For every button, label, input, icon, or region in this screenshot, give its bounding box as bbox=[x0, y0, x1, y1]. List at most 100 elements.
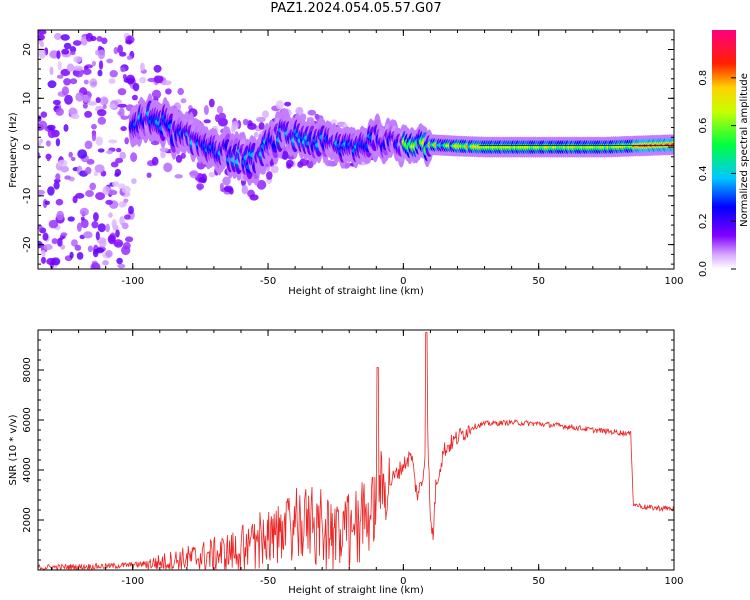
spectrogram-noise-blob bbox=[270, 165, 279, 174]
snr-background bbox=[38, 330, 674, 570]
spectrogram-noise-blob bbox=[165, 88, 172, 95]
spectrogram-noise-blob bbox=[38, 142, 42, 147]
spectrogram-noise-blob bbox=[53, 181, 60, 190]
spectrogram-noise-blob bbox=[75, 192, 85, 199]
spectrogram-noise-blob bbox=[113, 47, 119, 55]
spectrogram-noise-blob bbox=[130, 152, 138, 163]
spectrogram-noise-blob bbox=[84, 166, 92, 175]
spectrogram-noise-blob bbox=[180, 98, 187, 104]
spectrogram-noise-blob bbox=[266, 171, 273, 180]
spectrogram-noise-blob bbox=[108, 78, 116, 84]
spectrogram-noise-blob bbox=[49, 66, 54, 76]
spectrogram-noise-blob bbox=[196, 183, 205, 190]
spectrogram-noise-blob bbox=[126, 55, 133, 60]
spectrogram-x-label: Height of straight line (km) bbox=[288, 286, 424, 297]
spectrogram-noise-blob bbox=[208, 98, 215, 108]
spectrogram-noise-blob bbox=[120, 67, 126, 73]
spectrogram-noise-blob bbox=[98, 60, 104, 70]
spectrogram-noise-blob bbox=[105, 250, 113, 258]
spectrogram-noise-blob bbox=[99, 96, 109, 106]
spectrogram-noise-blob bbox=[127, 78, 135, 84]
spectrogram-y-label: Frequency (Hz) bbox=[8, 112, 19, 188]
spectrogram-noise-blob bbox=[80, 218, 89, 229]
spectrogram-noise-blob bbox=[97, 109, 107, 117]
spectrogram-noise-blob bbox=[93, 212, 99, 222]
spectrogram-noise-blob bbox=[57, 60, 62, 71]
spectrogram-noise-blob bbox=[121, 222, 129, 230]
spectrogram-noise-blob bbox=[95, 136, 104, 146]
colorbar: 0.0 0.2 0.4 0.6 0.8 Normalized spectral ampl… bbox=[698, 30, 750, 277]
spectrogram-noise-blob bbox=[117, 263, 126, 269]
y-tick-label: 20 bbox=[22, 43, 33, 56]
spectrogram-noise-blob bbox=[39, 138, 44, 144]
spectrogram-noise-blob bbox=[60, 165, 69, 173]
spectrogram-noise-blob bbox=[177, 87, 184, 96]
spectrogram-noise-blob bbox=[54, 32, 62, 41]
spectrogram-noise-blob bbox=[45, 140, 51, 147]
spectrogram-noise-blob bbox=[48, 219, 59, 229]
spectrogram-noise-blob bbox=[124, 137, 129, 145]
spectrogram-noise-blob bbox=[284, 101, 292, 107]
spectrogram-noise-blob bbox=[159, 147, 169, 152]
spectrogram-noise-blob bbox=[66, 63, 75, 72]
spectrogram-noise-blob bbox=[91, 123, 97, 130]
spectrogram-noise-blob bbox=[147, 77, 157, 83]
spectrogram-noise-blob bbox=[131, 94, 138, 101]
spectrogram-noise-blob bbox=[216, 105, 224, 114]
x-tick-label: 0 bbox=[400, 576, 406, 587]
spectrogram-noise-blob bbox=[108, 189, 116, 196]
spectrogram-noise-blob bbox=[262, 110, 269, 119]
spectrogram-noise-blob bbox=[47, 80, 57, 89]
spectrogram-noise-blob bbox=[80, 36, 88, 46]
colorbar-tick-label: 0.8 bbox=[698, 70, 709, 86]
spectrogram-noise-blob bbox=[72, 195, 78, 204]
spectrogram-noise-blob bbox=[123, 198, 129, 203]
spectrogram-noise-blob bbox=[286, 163, 292, 169]
spectrogram-noise-blob bbox=[87, 101, 97, 106]
y-tick-label: 10 bbox=[22, 92, 33, 105]
spectrogram-noise-blob bbox=[114, 172, 120, 177]
spectrogram-noise-blob bbox=[64, 94, 73, 105]
spectrogram-frame bbox=[37, 29, 675, 270]
y-tick-label: -10 bbox=[22, 188, 33, 204]
spectrogram-noise-blob bbox=[91, 81, 97, 86]
spectrogram-noise-blob bbox=[74, 244, 82, 251]
y-tick-label: -20 bbox=[22, 236, 33, 252]
spectrogram-noise-blob bbox=[110, 161, 119, 168]
spectrogram-noise-blob bbox=[46, 153, 51, 162]
snr-x-label: Height of straight line (km) bbox=[288, 585, 424, 596]
spectrogram-noise-blob bbox=[86, 158, 95, 165]
spectrogram-noise-blob bbox=[116, 257, 123, 265]
spectrogram-noise-blob bbox=[57, 237, 63, 247]
spectrogram-noise-blob bbox=[106, 150, 113, 155]
spectrogram-noise-blob bbox=[68, 151, 73, 158]
spectrogram-noise-blob bbox=[125, 236, 134, 243]
spectrogram-noise-blob bbox=[38, 152, 41, 160]
spectrogram-noise-blob bbox=[256, 179, 267, 190]
spectrogram-noise-blob bbox=[76, 252, 84, 260]
spectrogram-noise-blob bbox=[63, 78, 71, 86]
spectrogram-noise-blob bbox=[151, 156, 159, 166]
spectrogram-noise-blob bbox=[67, 216, 75, 222]
spectrogram-noise-blob bbox=[124, 214, 131, 220]
spectrogram-noise-blob bbox=[247, 120, 253, 127]
spectrogram-noise-blob bbox=[198, 176, 207, 183]
spectrogram-noise-blob bbox=[85, 190, 94, 197]
x-tick-label: 50 bbox=[532, 576, 545, 587]
spectrogram-noise-blob bbox=[83, 231, 93, 239]
colorbar-ticks: 0.0 0.2 0.4 0.6 0.8 bbox=[698, 70, 736, 277]
snr-y-label: SNR (10 * v/v) bbox=[8, 414, 19, 485]
spectrogram-noise-blob bbox=[95, 263, 101, 269]
spectrogram-noise-blob bbox=[96, 36, 103, 42]
spectrogram-noise-blob bbox=[231, 124, 236, 133]
spectrogram-noise-blob bbox=[106, 58, 114, 64]
spectrogram-noise-blob bbox=[101, 37, 108, 45]
y-tick-label: 6000 bbox=[22, 407, 33, 432]
spectrogram-noise-blob bbox=[87, 245, 93, 253]
spectrogram-noise-blob bbox=[73, 65, 83, 71]
spectrogram-noise-blob bbox=[40, 111, 48, 118]
spectrogram-noise-blob bbox=[275, 100, 284, 110]
spectrogram-noise-blob bbox=[83, 79, 89, 85]
